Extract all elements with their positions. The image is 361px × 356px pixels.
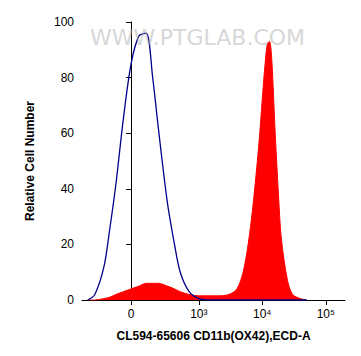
svg-text:100: 100 bbox=[54, 15, 74, 29]
svg-text:60: 60 bbox=[61, 126, 75, 140]
svg-text:0: 0 bbox=[67, 293, 74, 307]
svg-text:80: 80 bbox=[61, 71, 75, 85]
svg-text:0: 0 bbox=[128, 307, 135, 321]
svg-text:40: 40 bbox=[61, 182, 75, 196]
svg-text:10⁴: 10⁴ bbox=[253, 307, 272, 321]
svg-text:20: 20 bbox=[61, 237, 75, 251]
svg-text:WWW.PTGLAB.COM: WWW.PTGLAB.COM bbox=[90, 25, 305, 50]
svg-text:10⁵: 10⁵ bbox=[317, 307, 335, 321]
svg-text:10³: 10³ bbox=[190, 307, 207, 321]
svg-text:Relative Cell Number: Relative Cell Number bbox=[23, 101, 37, 221]
svg-text:CL594-65606 CD11b(OX42),ECD-A: CL594-65606 CD11b(OX42),ECD-A bbox=[116, 329, 310, 343]
